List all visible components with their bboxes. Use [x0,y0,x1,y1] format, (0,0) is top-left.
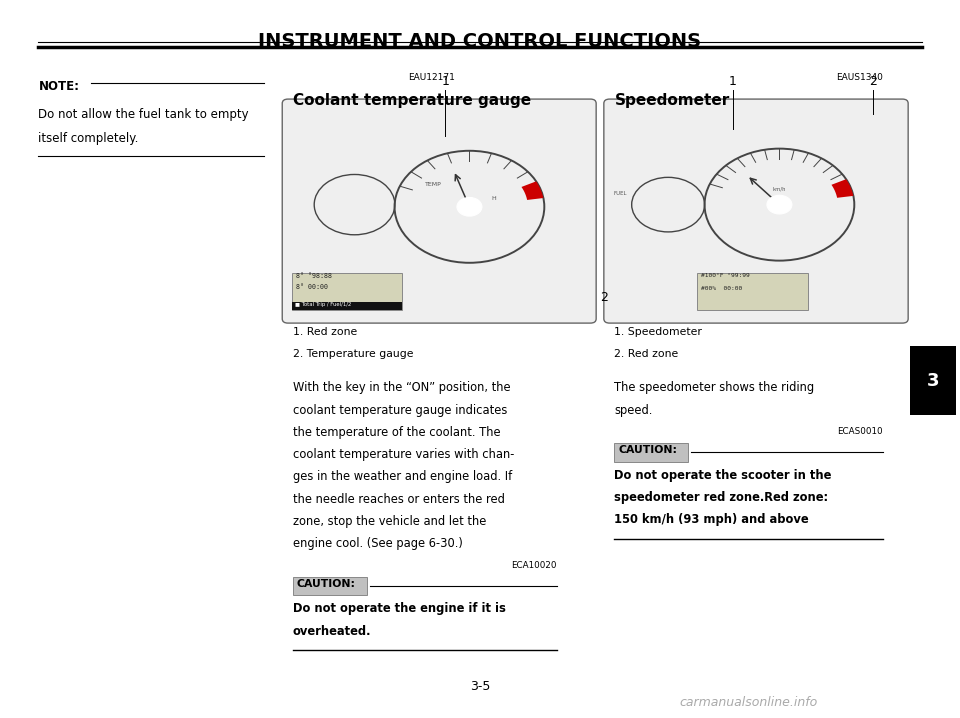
Bar [292,273,402,310]
Text: zone, stop the vehicle and let the: zone, stop the vehicle and let the [293,515,486,528]
Text: 8° °98:88: 8° °98:88 [296,273,332,279]
Text: ECA10020: ECA10020 [512,561,557,570]
Text: Do not operate the engine if it is: Do not operate the engine if it is [293,602,506,615]
Bar [697,273,808,310]
Text: carmanualsonline.info: carmanualsonline.info [680,696,818,709]
Text: FUEL: FUEL [613,191,627,196]
Bar [614,443,688,462]
Text: #100°F °99:99: #100°F °99:99 [701,273,750,278]
Polygon shape [521,182,543,200]
Text: overheated.: overheated. [293,625,372,638]
Text: coolant temperature gauge indicates: coolant temperature gauge indicates [293,404,507,416]
Text: speedometer red zone.Red zone:: speedometer red zone.Red zone: [614,491,828,504]
Text: INSTRUMENT AND CONTROL FUNCTIONS: INSTRUMENT AND CONTROL FUNCTIONS [258,32,702,51]
Text: 2. Red zone: 2. Red zone [614,349,679,359]
FancyBboxPatch shape [604,99,908,323]
Text: 2: 2 [869,75,877,88]
Bar [292,302,402,310]
Text: 1: 1 [729,75,736,88]
Text: The speedometer shows the riding: The speedometer shows the riding [614,381,814,394]
Text: 150 km/h (93 mph) and above: 150 km/h (93 mph) and above [614,513,809,526]
Text: With the key in the “ON” position, the: With the key in the “ON” position, the [293,381,511,394]
Text: km/h: km/h [773,187,786,192]
Text: ■ Total Trip / Fuel/1/2: ■ Total Trip / Fuel/1/2 [295,302,351,307]
Text: 3: 3 [926,371,940,390]
Text: Do not operate the scooter in the: Do not operate the scooter in the [614,469,831,482]
Text: 2: 2 [600,291,608,304]
Text: CAUTION:: CAUTION: [618,445,677,455]
Text: Coolant temperature gauge: Coolant temperature gauge [293,93,531,108]
Text: the needle reaches or enters the red: the needle reaches or enters the red [293,493,505,505]
Text: 1. Speedometer: 1. Speedometer [614,327,703,337]
Text: EAUS1340: EAUS1340 [836,73,883,83]
Text: 2. Temperature gauge: 2. Temperature gauge [293,349,414,359]
Text: Speedometer: Speedometer [614,93,730,108]
Circle shape [457,197,482,216]
Text: #00%  00:00: #00% 00:00 [701,286,742,291]
Circle shape [767,195,792,214]
Text: coolant temperature varies with chan-: coolant temperature varies with chan- [293,448,515,461]
Polygon shape [831,180,853,197]
Bar [293,577,367,595]
Text: NOTE:: NOTE: [38,80,80,93]
Text: 1. Red zone: 1. Red zone [293,327,357,337]
Text: 1: 1 [442,75,449,88]
Text: ges in the weather and engine load. If: ges in the weather and engine load. If [293,470,512,483]
Text: engine cool. (See page 6-30.): engine cool. (See page 6-30.) [293,537,463,550]
Text: 8° 00:00: 8° 00:00 [296,284,327,290]
Text: ECAS0010: ECAS0010 [837,427,883,437]
Text: itself completely.: itself completely. [38,132,139,145]
Text: TEMP: TEMP [424,182,442,187]
FancyBboxPatch shape [282,99,596,323]
Text: CAUTION:: CAUTION: [297,579,355,589]
Text: 3-5: 3-5 [469,680,491,693]
Text: H: H [492,196,495,201]
Text: the temperature of the coolant. The: the temperature of the coolant. The [293,426,500,439]
Text: Do not allow the fuel tank to empty: Do not allow the fuel tank to empty [38,108,249,121]
Text: EAU12171: EAU12171 [409,73,455,83]
Text: speed.: speed. [614,404,653,416]
Bar [910,347,956,414]
